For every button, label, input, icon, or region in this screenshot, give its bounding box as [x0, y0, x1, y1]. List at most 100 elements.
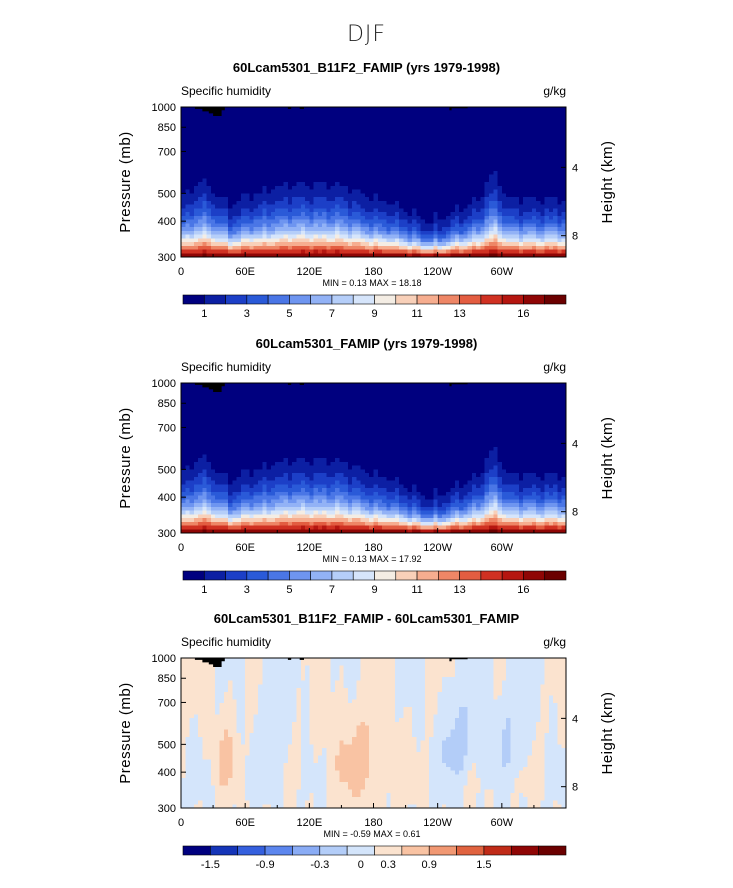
field-cell	[497, 155, 503, 160]
field-cell	[561, 155, 567, 160]
field-cell	[480, 107, 486, 112]
field-cell	[305, 159, 310, 164]
field-cell	[364, 148, 370, 153]
field-cell	[382, 114, 387, 119]
field-cell	[249, 394, 255, 399]
field-cell	[514, 182, 520, 187]
field-cell	[412, 234, 417, 239]
field-cell	[352, 386, 357, 391]
field-cell	[300, 193, 306, 198]
field-cell	[279, 125, 285, 130]
field-cell	[210, 428, 216, 433]
field-cell	[193, 110, 199, 115]
field-cell	[489, 208, 494, 213]
field-cell	[476, 390, 481, 395]
field-cell	[463, 242, 469, 247]
field-cell	[548, 249, 554, 254]
field-cell	[236, 249, 242, 254]
field-cell	[300, 125, 306, 130]
field-cell	[373, 114, 379, 119]
field-cell	[463, 416, 469, 421]
field-cell	[206, 189, 212, 194]
field-cell	[181, 401, 186, 406]
field-cell	[476, 155, 481, 160]
field-cell	[369, 122, 374, 127]
field-cell	[245, 245, 250, 250]
field-cell	[459, 253, 464, 258]
field-cell	[262, 394, 267, 399]
field-cell	[279, 428, 285, 433]
field-cell	[437, 238, 443, 243]
field-cell	[463, 182, 469, 187]
field-cell	[514, 125, 520, 130]
field-cell	[360, 424, 366, 429]
field-cell	[369, 249, 374, 254]
field-cell	[420, 182, 426, 187]
field-cell	[210, 416, 216, 421]
field-cell	[202, 114, 208, 119]
field-cell	[283, 155, 289, 160]
field-cell	[266, 383, 272, 388]
field-cell	[313, 182, 319, 187]
field-cell	[489, 133, 494, 138]
field-cell	[463, 148, 469, 153]
field-cell	[446, 420, 451, 425]
field-cell	[326, 155, 332, 160]
field-cell	[501, 428, 507, 433]
field-cell	[193, 174, 199, 179]
field-cell	[275, 182, 280, 187]
field-cell	[523, 431, 528, 436]
field-cell	[253, 185, 259, 190]
field-cell	[322, 110, 327, 115]
field-cell	[518, 125, 524, 130]
field-cell	[429, 212, 434, 217]
field-cell	[390, 409, 396, 414]
field-cell	[322, 178, 327, 183]
field-cell	[433, 144, 439, 149]
field-cell	[544, 409, 550, 414]
field-cell	[343, 212, 349, 217]
field-cell	[240, 435, 246, 440]
field-cell	[390, 234, 396, 239]
field-cell	[219, 238, 225, 243]
field-cell	[240, 163, 246, 168]
field-cell	[309, 405, 315, 410]
field-cell	[283, 133, 289, 138]
field-cell	[394, 212, 400, 217]
field-cell	[300, 424, 306, 429]
field-cell	[356, 234, 362, 239]
field-cell	[223, 212, 229, 217]
field-cell	[253, 125, 259, 130]
field-cell	[497, 383, 503, 388]
field-cell	[450, 114, 456, 119]
field-cell	[454, 219, 460, 224]
field-cell	[219, 155, 225, 160]
field-cell	[467, 174, 473, 179]
field-cell	[407, 167, 413, 172]
field-cell	[467, 193, 473, 198]
field-cell	[437, 110, 443, 115]
field-cell	[313, 189, 319, 194]
field-cell	[373, 401, 379, 406]
field-cell	[193, 144, 199, 149]
field-cell	[394, 253, 400, 258]
field-cell	[335, 200, 340, 205]
field-cell	[544, 140, 550, 145]
field-cell	[275, 435, 280, 440]
field-cell	[497, 227, 503, 232]
field-cell	[518, 137, 524, 142]
field-cell	[330, 133, 336, 138]
field-cell	[279, 416, 285, 421]
field-cell	[181, 245, 186, 250]
field-cell	[347, 253, 353, 258]
field-cell	[283, 401, 289, 406]
field-cell	[544, 253, 550, 258]
field-cell	[484, 110, 490, 115]
field-cell	[300, 405, 306, 410]
field-cell	[249, 125, 255, 130]
field-cell	[510, 424, 516, 429]
field-cell	[300, 178, 306, 183]
field-cell	[364, 167, 370, 172]
field-cell	[553, 178, 558, 183]
field-cell	[497, 170, 503, 175]
